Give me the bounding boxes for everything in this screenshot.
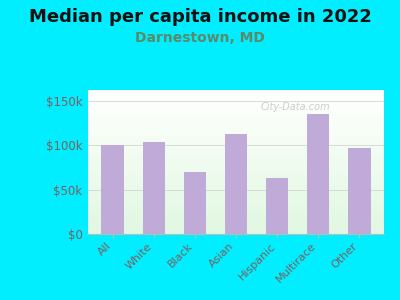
Bar xyxy=(88,144,384,146)
Bar xyxy=(88,221,384,223)
Bar xyxy=(88,90,384,92)
Bar xyxy=(88,135,384,137)
Bar xyxy=(88,212,384,214)
Bar xyxy=(348,148,370,234)
Bar xyxy=(88,151,384,153)
Bar xyxy=(88,214,384,216)
Bar xyxy=(88,184,384,185)
Bar xyxy=(88,160,384,162)
Bar xyxy=(88,113,384,115)
Bar xyxy=(88,128,384,130)
Bar xyxy=(88,202,384,203)
Bar xyxy=(88,121,384,122)
Bar xyxy=(88,176,384,178)
Bar xyxy=(88,187,384,189)
Bar xyxy=(88,178,384,180)
Bar xyxy=(88,104,384,106)
Text: City-Data.com: City-Data.com xyxy=(260,102,330,112)
Bar xyxy=(88,148,384,149)
Bar xyxy=(88,99,384,101)
Bar xyxy=(88,126,384,128)
Bar xyxy=(88,140,384,142)
Bar xyxy=(88,171,384,173)
Bar xyxy=(88,110,384,112)
Bar xyxy=(88,169,384,171)
Bar xyxy=(88,137,384,139)
Bar xyxy=(88,142,384,144)
Bar xyxy=(88,216,384,218)
Bar xyxy=(88,108,384,110)
Bar xyxy=(88,182,384,184)
Bar xyxy=(88,205,384,207)
Bar xyxy=(88,230,384,232)
Bar xyxy=(88,167,384,169)
Bar xyxy=(88,194,384,196)
Bar xyxy=(88,207,384,209)
Bar xyxy=(88,225,384,227)
Bar xyxy=(88,180,384,182)
Bar xyxy=(88,193,384,194)
Bar xyxy=(88,133,384,135)
Bar xyxy=(88,157,384,158)
Bar xyxy=(88,196,384,198)
Bar xyxy=(88,211,384,212)
Bar xyxy=(88,158,384,160)
Bar xyxy=(88,198,384,200)
Bar xyxy=(307,114,330,234)
Bar xyxy=(184,172,206,234)
Bar xyxy=(225,134,247,234)
Bar xyxy=(88,191,384,193)
Bar xyxy=(88,106,384,108)
Bar xyxy=(88,103,384,104)
Bar xyxy=(88,162,384,164)
Bar xyxy=(266,178,288,234)
Bar xyxy=(88,112,384,113)
Bar xyxy=(88,220,384,221)
Bar xyxy=(88,175,384,176)
Bar xyxy=(142,142,165,234)
Bar xyxy=(88,149,384,151)
Bar xyxy=(88,139,384,140)
Bar xyxy=(88,229,384,230)
Bar xyxy=(88,185,384,187)
Bar xyxy=(88,119,384,121)
Bar xyxy=(88,232,384,234)
Bar xyxy=(88,124,384,126)
Bar xyxy=(88,117,384,119)
Bar xyxy=(88,101,384,103)
Text: Darnestown, MD: Darnestown, MD xyxy=(135,32,265,46)
Bar xyxy=(88,189,384,191)
Bar xyxy=(88,153,384,155)
Bar xyxy=(88,122,384,124)
Bar xyxy=(88,92,384,94)
Bar xyxy=(88,130,384,131)
Bar xyxy=(88,115,384,117)
Bar xyxy=(88,131,384,133)
Bar xyxy=(88,97,384,99)
Bar xyxy=(88,95,384,97)
Bar xyxy=(88,146,384,148)
Bar xyxy=(88,200,384,202)
Bar xyxy=(102,145,124,234)
Text: Median per capita income in 2022: Median per capita income in 2022 xyxy=(28,8,372,26)
Bar xyxy=(88,223,384,225)
Bar xyxy=(88,94,384,95)
Bar xyxy=(88,173,384,175)
Bar xyxy=(88,218,384,220)
Bar xyxy=(88,155,384,157)
Bar xyxy=(88,164,384,166)
Bar xyxy=(88,209,384,211)
Bar xyxy=(88,166,384,167)
Bar xyxy=(88,203,384,205)
Bar xyxy=(88,227,384,229)
